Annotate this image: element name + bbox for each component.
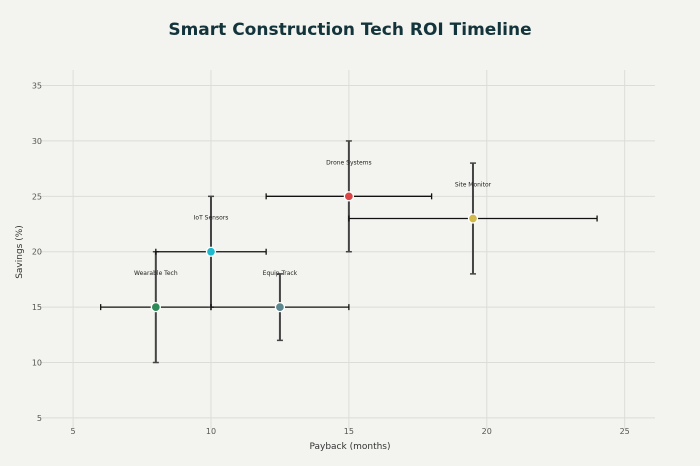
point-label: Site Monitor <box>455 181 492 188</box>
data-point <box>205 246 217 257</box>
point-label: Drone Systems <box>326 159 372 166</box>
data-point <box>467 213 479 224</box>
x-tick-label: 5 <box>71 427 76 436</box>
data-point <box>150 301 161 313</box>
chart-title: Smart Construction Tech ROI Timeline <box>168 20 531 40</box>
y-tick-label: 35 <box>32 82 42 91</box>
x-tick-label: 15 <box>344 427 354 436</box>
point-label: IoT Sensors <box>194 215 229 222</box>
y-tick-label: 5 <box>37 414 42 423</box>
ticks: 5 10 15 20 25 5 10 15 20 25 30 35 <box>32 82 630 436</box>
y-tick-label: 20 <box>32 248 42 257</box>
x-tick-label: 20 <box>482 427 492 436</box>
data-point <box>274 301 286 313</box>
x-axis-label: Payback (months) <box>309 442 390 452</box>
y-tick-label: 15 <box>32 303 42 312</box>
x-tick-label: 25 <box>620 427 630 436</box>
data-point <box>343 191 355 202</box>
point-label: Wearable Tech <box>134 270 178 277</box>
y-axis-label: Savings (%) <box>15 225 25 279</box>
y-tick-label: 25 <box>32 192 42 201</box>
y-tick-label: 30 <box>32 137 42 146</box>
points: Wearable Tech IoT Sensors Equip Track Drone… <box>134 159 492 313</box>
x-tick-label: 10 <box>206 427 216 436</box>
point-label: Equip Track <box>263 270 298 277</box>
grid <box>40 70 655 429</box>
y-tick-label: 10 <box>32 359 42 368</box>
